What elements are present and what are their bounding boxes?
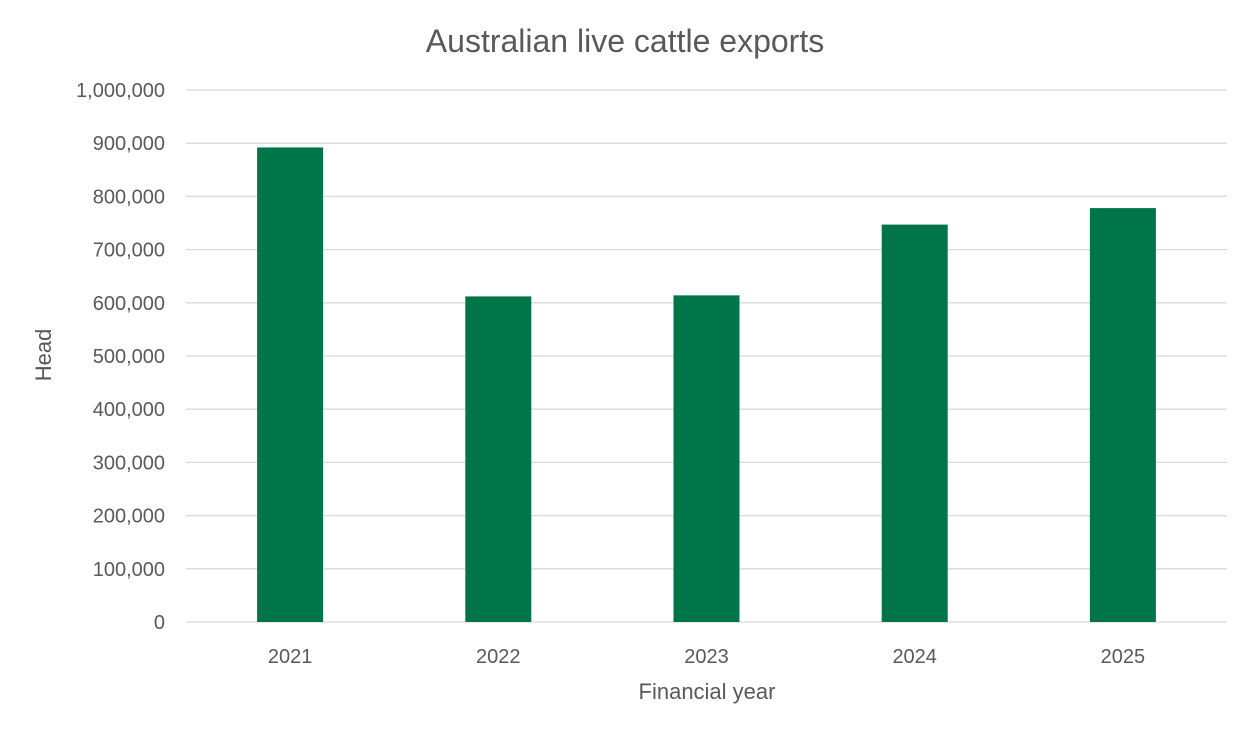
y-tick-label: 500,000 <box>93 346 165 368</box>
y-tick-label: 300,000 <box>93 452 165 474</box>
y-tick-label: 200,000 <box>93 506 165 528</box>
y-tick-label: 600,000 <box>93 293 165 315</box>
y-tick-label: 800,000 <box>93 186 165 208</box>
x-axis-title: Financial year <box>639 679 776 704</box>
bar-2023 <box>673 295 740 622</box>
bars <box>257 147 1156 622</box>
x-tick-label: 2021 <box>268 646 313 668</box>
y-tick-label: 900,000 <box>93 133 165 155</box>
x-tick-label: 2025 <box>1101 646 1146 668</box>
y-tick-label: 1,000,000 <box>76 80 165 102</box>
bar-2024 <box>881 224 948 622</box>
y-axis-title: Head <box>31 329 56 382</box>
bar-2021 <box>257 147 324 622</box>
bar-2022 <box>465 296 532 622</box>
chart-title: Australian live cattle exports <box>426 23 824 59</box>
y-tick-label: 700,000 <box>93 240 165 262</box>
y-tick-label: 0 <box>154 612 165 634</box>
x-tick-label: 2023 <box>684 646 729 668</box>
y-tick-label: 100,000 <box>93 559 165 581</box>
x-axis-ticks: 2021 2022 2023 2024 2025 <box>268 646 1145 668</box>
bar-2025 <box>1089 208 1156 622</box>
x-tick-label: 2024 <box>892 646 937 668</box>
y-tick-label: 400,000 <box>93 399 165 421</box>
y-axis-ticks: 0 100,000 200,000 300,000 400,000 500,000 600,… <box>76 80 165 634</box>
x-tick-label: 2022 <box>476 646 521 668</box>
